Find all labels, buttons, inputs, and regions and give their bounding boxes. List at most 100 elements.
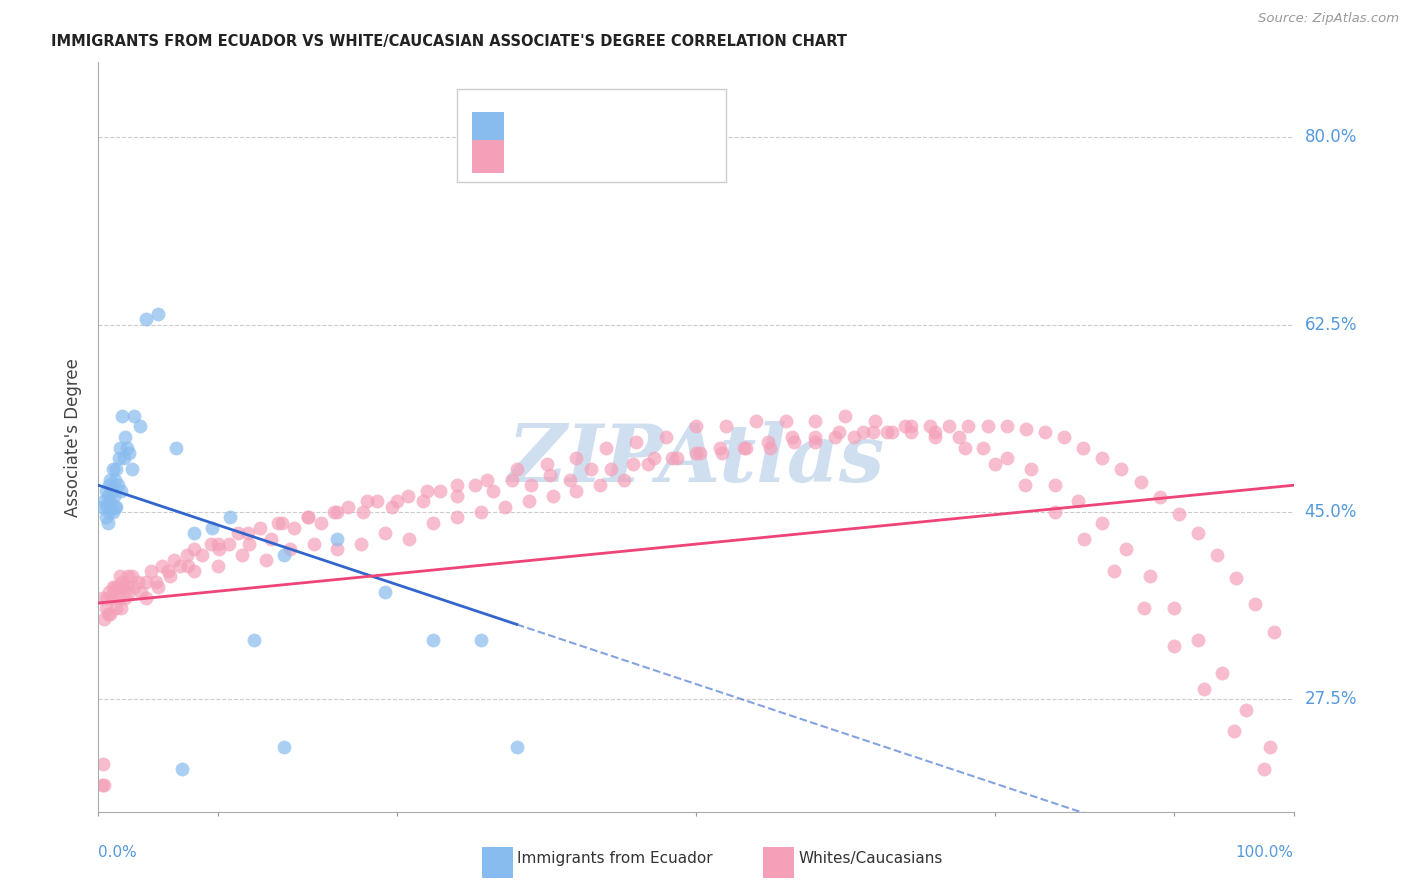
Point: [1111, 462, 1133, 476]
Point: [159, 569, 181, 583]
Point: [938, 419, 960, 434]
Point: [111, 409, 134, 423]
Point: [536, 457, 558, 471]
Point: [107, 591, 129, 605]
Point: [565, 483, 588, 498]
Point: [93, 494, 115, 508]
Point: [780, 430, 803, 444]
Point: [108, 441, 131, 455]
Point: [828, 425, 851, 439]
Point: [804, 414, 827, 428]
Point: [1192, 681, 1215, 696]
Point: [350, 537, 373, 551]
Text: 27.5%: 27.5%: [1305, 690, 1357, 708]
Point: [398, 532, 420, 546]
Point: [1129, 475, 1152, 489]
Point: [446, 478, 468, 492]
Point: [1258, 740, 1281, 755]
Point: [98, 585, 121, 599]
Point: [517, 494, 540, 508]
Point: [148, 307, 170, 321]
Point: [183, 526, 205, 541]
Point: [637, 457, 659, 471]
Point: [600, 462, 623, 476]
Point: [100, 591, 122, 605]
Point: [98, 478, 121, 492]
Point: [804, 435, 827, 450]
Point: [374, 585, 396, 599]
Point: [114, 430, 136, 444]
Point: [422, 633, 444, 648]
Point: [589, 478, 612, 492]
Point: [121, 462, 143, 476]
Point: [172, 762, 194, 776]
Point: [104, 580, 127, 594]
Point: [94, 483, 117, 498]
Point: [900, 419, 922, 434]
Point: [101, 580, 124, 594]
Point: [121, 569, 143, 583]
Point: [1187, 526, 1209, 541]
Point: [876, 425, 898, 439]
Point: [110, 601, 132, 615]
Point: [1253, 762, 1275, 776]
Point: [412, 494, 434, 508]
Point: [129, 419, 152, 434]
Point: [115, 441, 138, 455]
Point: [105, 601, 128, 615]
Point: [200, 537, 222, 551]
Text: 200: 200: [648, 145, 686, 163]
Text: IMMIGRANTS FROM ECUADOR VS WHITE/CAUCASIAN ASSOCIATE'S DEGREE CORRELATION CHART: IMMIGRANTS FROM ECUADOR VS WHITE/CAUCASI…: [51, 34, 846, 49]
Point: [756, 435, 779, 450]
Point: [824, 430, 846, 444]
Point: [1053, 430, 1076, 444]
Point: [273, 548, 295, 562]
Point: [135, 591, 157, 605]
Point: [135, 312, 157, 326]
Point: [201, 521, 224, 535]
Text: 45.0%: 45.0%: [1305, 503, 1357, 521]
Point: [111, 580, 134, 594]
Point: [219, 510, 242, 524]
Point: [560, 473, 582, 487]
Point: [115, 580, 138, 594]
Point: [957, 419, 980, 434]
Point: [273, 740, 295, 755]
Point: [352, 505, 374, 519]
Point: [1015, 421, 1038, 435]
Point: [1206, 548, 1229, 562]
Point: [880, 425, 903, 439]
Point: [259, 532, 281, 546]
Point: [98, 473, 122, 487]
Point: [506, 462, 529, 476]
Point: [283, 521, 305, 535]
Point: [1043, 478, 1066, 492]
Point: [1091, 516, 1114, 530]
Point: [626, 435, 648, 450]
Point: [385, 494, 409, 508]
Text: 100.0%: 100.0%: [1236, 846, 1294, 861]
Point: [1091, 451, 1114, 466]
Point: [538, 467, 561, 482]
Point: [1033, 425, 1056, 439]
Point: [804, 430, 827, 444]
Point: [249, 521, 271, 535]
Point: [112, 451, 135, 466]
Point: [1163, 639, 1185, 653]
Text: 46: 46: [648, 117, 679, 135]
Point: [714, 419, 737, 434]
Point: [470, 633, 492, 648]
Point: [900, 425, 922, 439]
Point: [93, 612, 115, 626]
Point: [1115, 542, 1137, 557]
Point: [139, 564, 162, 578]
Point: [709, 441, 731, 455]
Point: [613, 473, 636, 487]
Point: [852, 425, 875, 439]
Point: [131, 585, 153, 599]
Text: N =: N =: [619, 147, 654, 162]
Point: [1139, 569, 1161, 583]
Point: [1223, 724, 1246, 739]
Point: [103, 489, 125, 503]
Point: [100, 483, 122, 498]
